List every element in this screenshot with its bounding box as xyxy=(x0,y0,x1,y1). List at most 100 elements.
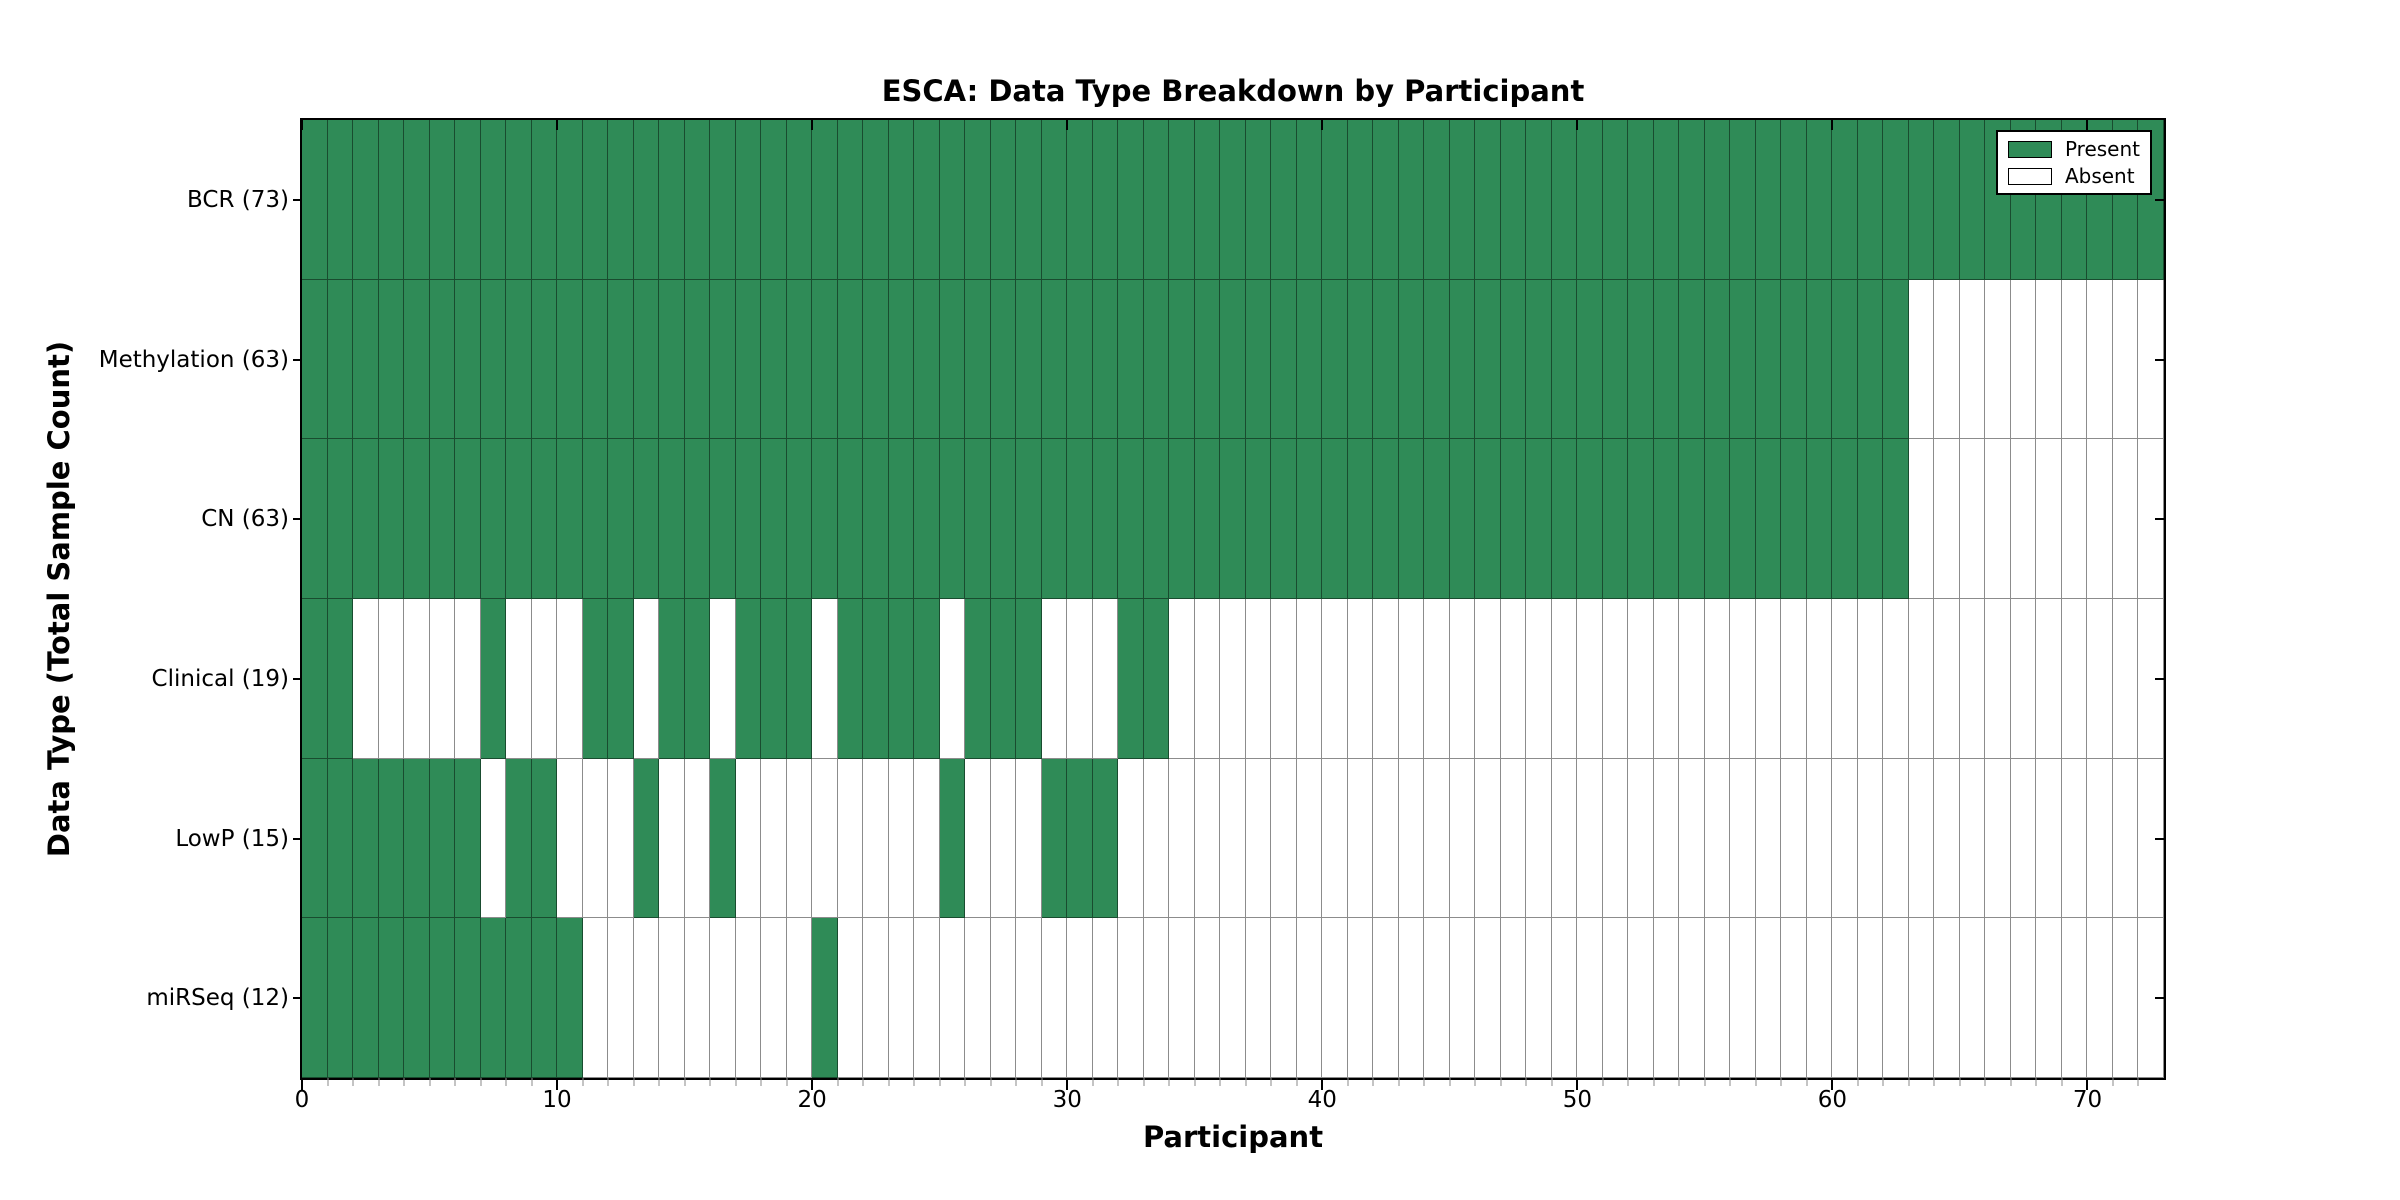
x-minor-tick-mark xyxy=(1755,1078,1757,1086)
heatmap-cell xyxy=(990,439,1017,599)
x-tick-mark xyxy=(811,1078,814,1090)
x-minor-tick-mark xyxy=(1270,1078,1272,1086)
x-minor-tick-mark xyxy=(1117,1078,1119,1086)
heatmap-cell xyxy=(1908,439,1935,599)
heatmap-cell xyxy=(1245,918,1272,1078)
heatmap-cell xyxy=(1092,120,1119,280)
heatmap-cell xyxy=(1143,120,1170,280)
heatmap-cell xyxy=(1118,599,1144,759)
heatmap-cell xyxy=(404,279,430,440)
heatmap-cell xyxy=(1959,918,1986,1078)
heatmap-cell xyxy=(1781,599,1807,759)
heatmap-cell xyxy=(837,758,864,919)
heatmap-cell xyxy=(735,439,762,599)
heatmap-cell xyxy=(710,758,736,919)
heatmap-cell xyxy=(2010,758,2037,919)
heatmap-cell xyxy=(1296,599,1323,759)
heatmap-cell xyxy=(506,120,532,280)
heatmap-cell xyxy=(965,120,991,280)
heatmap-cell xyxy=(888,599,915,759)
heatmap-cell xyxy=(557,918,583,1078)
x-minor-tick-mark xyxy=(1933,1078,1935,1086)
heatmap-cell xyxy=(429,120,456,280)
x-tick-label: 70 xyxy=(2072,1087,2103,1113)
heatmap-cell xyxy=(1067,599,1093,759)
legend-item: Present xyxy=(2007,139,2140,159)
x-minor-tick-mark xyxy=(352,1078,354,1086)
heatmap-cell xyxy=(888,758,915,919)
heatmap-cell xyxy=(506,279,532,440)
heatmap-cell xyxy=(1730,120,1756,280)
heatmap-cell xyxy=(1653,918,1680,1078)
y-tick-mark xyxy=(293,677,302,680)
heatmap-cell xyxy=(1653,279,1680,440)
y-tick-mark xyxy=(293,518,302,521)
y-tick-mark xyxy=(2155,677,2164,680)
legend-swatch-absent xyxy=(2007,167,2052,185)
x-minor-tick-mark xyxy=(1372,1078,1374,1086)
heatmap-cell xyxy=(2061,599,2088,759)
heatmap-cell xyxy=(1245,758,1272,919)
heatmap-cell xyxy=(633,120,660,280)
heatmap-cell xyxy=(684,918,711,1078)
heatmap-cell xyxy=(1602,439,1629,599)
x-minor-tick-mark xyxy=(1296,1078,1298,1086)
heatmap-cell xyxy=(1551,758,1578,919)
heatmap-cell xyxy=(1041,120,1068,280)
heatmap-cell xyxy=(710,918,736,1078)
heatmap-cell xyxy=(378,279,405,440)
x-minor-tick-mark xyxy=(1729,1078,1731,1086)
heatmap-cell xyxy=(1041,279,1068,440)
heatmap-cell xyxy=(888,120,915,280)
x-tick-label: 20 xyxy=(797,1087,827,1113)
heatmap-cell xyxy=(965,439,991,599)
heatmap-cell xyxy=(608,599,634,759)
heatmap-cell xyxy=(582,918,609,1078)
heatmap-cell xyxy=(812,918,838,1078)
heatmap-cell xyxy=(2087,758,2113,919)
heatmap-cell xyxy=(684,439,711,599)
heatmap-cell xyxy=(1883,599,1909,759)
x-minor-tick-mark xyxy=(582,1078,584,1086)
heatmap-cell xyxy=(1398,279,1425,440)
heatmap-cell xyxy=(1220,599,1246,759)
heatmap-cell xyxy=(2087,918,2113,1078)
heatmap-cell xyxy=(1781,439,1807,599)
heatmap-cell xyxy=(1602,758,1629,919)
heatmap-cell xyxy=(1194,758,1221,919)
heatmap-cell xyxy=(1016,599,1042,759)
heatmap-cell xyxy=(761,599,787,759)
heatmap-cell xyxy=(2112,279,2139,440)
heatmap-cell xyxy=(1985,758,2011,919)
heatmap-cell xyxy=(1704,918,1731,1078)
y-tick-label: LowP (15) xyxy=(175,825,289,852)
heatmap-cell xyxy=(863,599,889,759)
x-minor-tick-mark xyxy=(1245,1078,1247,1086)
heatmap-cell xyxy=(1883,279,1909,440)
heatmap-cell xyxy=(1883,918,1909,1078)
heatmap-cell xyxy=(1755,279,1782,440)
x-minor-tick-mark xyxy=(1092,1078,1094,1086)
heatmap-cell xyxy=(531,120,558,280)
heatmap-cell xyxy=(1220,758,1246,919)
x-minor-tick-mark xyxy=(378,1078,380,1086)
heatmap-cell xyxy=(1041,599,1068,759)
x-tick-mark xyxy=(2086,120,2089,130)
heatmap-cell xyxy=(1245,120,1272,280)
x-minor-tick-mark xyxy=(760,1078,762,1086)
heatmap-cell xyxy=(302,599,328,759)
heatmap-cell xyxy=(608,758,634,919)
heatmap-cell xyxy=(1296,120,1323,280)
heatmap-cell xyxy=(812,279,838,440)
heatmap-cell xyxy=(914,918,940,1078)
heatmap-cell xyxy=(1322,758,1348,919)
heatmap-cell xyxy=(1296,279,1323,440)
heatmap-cell xyxy=(1322,439,1348,599)
heatmap-cell xyxy=(2036,918,2062,1078)
heatmap-cell xyxy=(659,439,685,599)
heatmap-cell xyxy=(1373,599,1399,759)
heatmap-cell xyxy=(378,599,405,759)
heatmap-cell xyxy=(455,599,481,759)
heatmap-cell xyxy=(1500,599,1527,759)
x-minor-tick-mark xyxy=(990,1078,992,1086)
